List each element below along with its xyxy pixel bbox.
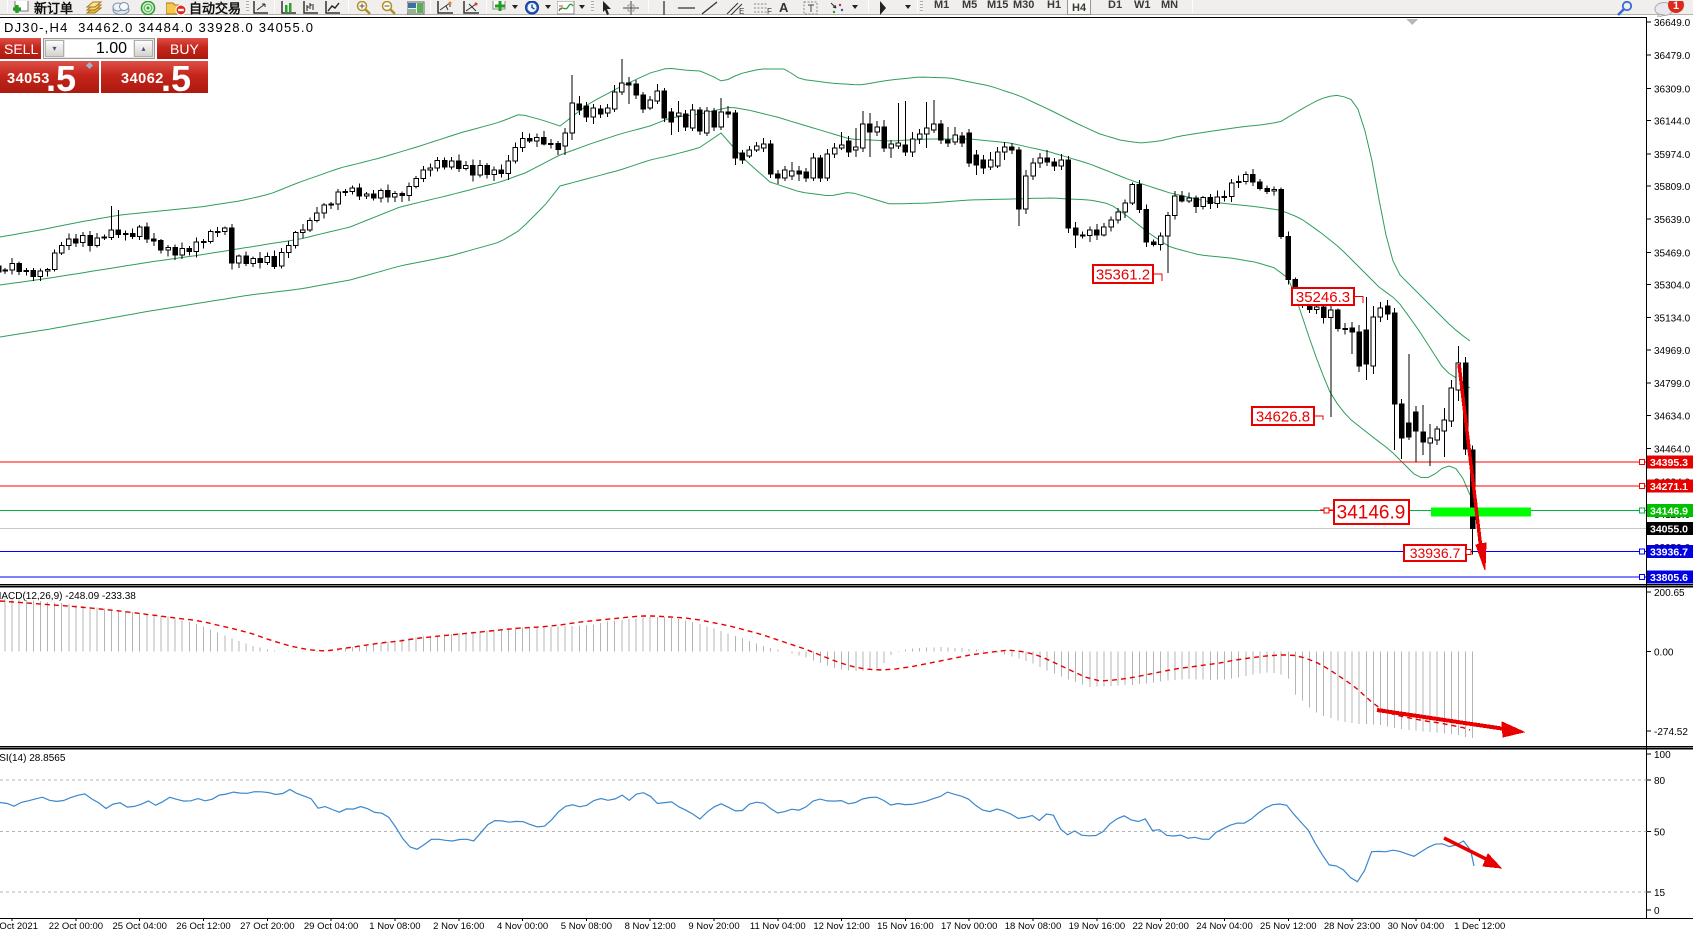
svg-text:11 Nov 04:00: 11 Nov 04:00 — [750, 921, 806, 932]
svg-text:35974.0: 35974.0 — [1654, 150, 1691, 161]
svg-text:9 Nov 20:00: 9 Nov 20:00 — [688, 921, 739, 932]
svg-text:12 Nov 12:00: 12 Nov 12:00 — [813, 921, 870, 932]
svg-text:8 Nov 12:00: 8 Nov 12:00 — [625, 921, 676, 932]
svg-text:15 Nov 16:00: 15 Nov 16:00 — [877, 921, 934, 932]
svg-text:100: 100 — [1654, 750, 1671, 761]
svg-text:17 Nov 00:00: 17 Nov 00:00 — [941, 921, 998, 932]
svg-text:22 Nov 20:00: 22 Nov 20:00 — [1132, 921, 1189, 932]
svg-text:0: 0 — [1654, 906, 1660, 917]
svg-text:35361.2: 35361.2 — [1096, 266, 1150, 283]
svg-text:19 Nov 16:00: 19 Nov 16:00 — [1069, 921, 1126, 932]
svg-text:80: 80 — [1654, 776, 1666, 787]
svg-text:22 Oct 00:00: 22 Oct 00:00 — [49, 921, 103, 932]
svg-text:F: F — [767, 7, 772, 15]
svg-text:-274.52: -274.52 — [1654, 727, 1688, 738]
svg-text:35469.0: 35469.0 — [1654, 248, 1691, 259]
svg-text:0.00: 0.00 — [1654, 648, 1674, 659]
svg-text:4 Nov 00:00: 4 Nov 00:00 — [497, 921, 548, 932]
svg-text:E: E — [739, 7, 744, 15]
svg-text:24 Nov 04:00: 24 Nov 04:00 — [1196, 921, 1253, 932]
svg-text:33936.7: 33936.7 — [1410, 545, 1461, 561]
svg-text:34271.1: 34271.1 — [1650, 481, 1688, 493]
svg-text:35809.0: 35809.0 — [1654, 182, 1691, 193]
svg-text:34799.0: 34799.0 — [1654, 379, 1691, 390]
svg-text:50: 50 — [1654, 828, 1666, 839]
svg-text:DJ30-,H4 34462.0 34484.0 3392: DJ30-,H4 34462.0 34484.0 33928.0 34055.0 — [4, 20, 314, 35]
svg-text:34055.0: 34055.0 — [1650, 523, 1688, 535]
svg-text:35134.0: 35134.0 — [1654, 314, 1691, 325]
svg-text:18 Nov 08:00: 18 Nov 08:00 — [1005, 921, 1062, 932]
svg-text:33805.6: 33805.6 — [1650, 572, 1688, 584]
svg-text:36309.0: 36309.0 — [1654, 84, 1691, 95]
svg-text:36479.0: 36479.0 — [1654, 51, 1691, 62]
svg-text:34464.0: 34464.0 — [1654, 445, 1691, 456]
svg-text:35639.0: 35639.0 — [1654, 215, 1691, 226]
svg-text:30 Nov 04:00: 30 Nov 04:00 — [1388, 921, 1445, 932]
svg-text:34395.3: 34395.3 — [1650, 457, 1688, 469]
svg-text:MACD(12,26,9) -248.09 -233.38: MACD(12,26,9) -248.09 -233.38 — [0, 591, 136, 602]
svg-text:34634.0: 34634.0 — [1654, 411, 1691, 422]
svg-text:34969.0: 34969.0 — [1654, 346, 1691, 357]
svg-text:2 Nov 16:00: 2 Nov 16:00 — [433, 921, 484, 932]
svg-text:RSI(14) 28.8565: RSI(14) 28.8565 — [0, 753, 66, 764]
svg-text:36144.0: 36144.0 — [1654, 117, 1691, 128]
svg-text:34626.8: 34626.8 — [1256, 408, 1310, 425]
svg-text:35304.0: 35304.0 — [1654, 281, 1691, 292]
svg-text:15: 15 — [1654, 888, 1666, 899]
svg-text:34146.9: 34146.9 — [1337, 503, 1406, 524]
svg-text:1: 1 — [1673, 1, 1679, 12]
svg-text:33936.7: 33936.7 — [1650, 546, 1688, 558]
svg-text:28 Nov 23:00: 28 Nov 23:00 — [1324, 921, 1381, 932]
svg-text:26 Oct 12:00: 26 Oct 12:00 — [176, 921, 230, 932]
svg-text:25 Nov 12:00: 25 Nov 12:00 — [1260, 921, 1317, 932]
svg-text:27 Oct 20:00: 27 Oct 20:00 — [240, 921, 294, 932]
svg-text:5 Nov 08:00: 5 Nov 08:00 — [561, 921, 612, 932]
svg-text:36649.0: 36649.0 — [1654, 18, 1691, 29]
svg-text:1 Nov 08:00: 1 Nov 08:00 — [369, 921, 420, 932]
svg-text:29 Oct 04:00: 29 Oct 04:00 — [304, 921, 358, 932]
svg-text:34146.9: 34146.9 — [1650, 505, 1688, 517]
svg-text:35246.3: 35246.3 — [1296, 289, 1350, 306]
svg-text:21 Oct 2021: 21 Oct 2021 — [0, 921, 38, 932]
svg-text:25 Oct 04:00: 25 Oct 04:00 — [112, 921, 166, 932]
svg-text:1 Dec 12:00: 1 Dec 12:00 — [1454, 921, 1505, 932]
svg-text:200.65: 200.65 — [1654, 588, 1685, 599]
